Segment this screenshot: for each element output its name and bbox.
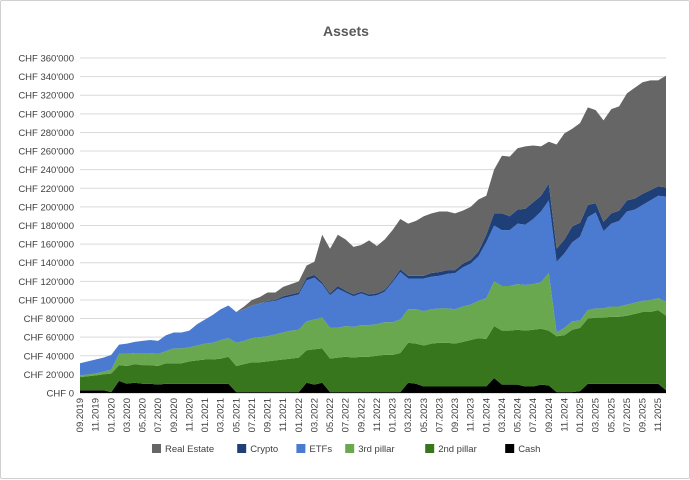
y-tick-label: CHF 0 — [47, 389, 74, 400]
y-axis: CHF 0 CHF 20'000 CHF 40'000 CHF 60'000 CHF 8… — [18, 54, 74, 400]
x-tick-label: 01.2020 — [106, 398, 117, 432]
x-tick-label: 01.2025 — [575, 398, 586, 432]
area-series-group — [80, 75, 666, 393]
area-2nd-pillar — [80, 310, 666, 393]
x-tick-label: 09.2019 — [75, 398, 86, 432]
x-tick-label: 09.2024 — [544, 398, 555, 432]
x-tick-label: 07.2024 — [528, 398, 539, 432]
x-tick-label: 07.2023 — [434, 398, 445, 432]
y-tick-label: CHF 120'000 — [18, 277, 74, 288]
legend-label-crypto: Crypto — [250, 444, 278, 455]
y-tick-label: CHF 260'000 — [18, 147, 74, 158]
y-tick-label: CHF 60'000 — [24, 333, 74, 344]
x-tick-label: 05.2025 — [606, 398, 617, 432]
y-tick-label: CHF 220'000 — [18, 184, 74, 195]
y-tick-label: CHF 80'000 — [24, 314, 74, 325]
x-tick-label: 07.2021 — [247, 398, 258, 432]
y-tick-label: CHF 360'000 — [18, 54, 74, 65]
x-tick-label: 03.2021 — [216, 398, 227, 432]
y-tick-label: CHF 180'000 — [18, 221, 74, 232]
chart-title: Assets — [323, 23, 369, 39]
x-tick-label: 11.2022 — [372, 398, 383, 432]
legend-swatch-real-estate — [152, 444, 161, 453]
legend-label-2nd-pillar: 2nd pillar — [438, 444, 477, 455]
y-tick-label: CHF 140'000 — [18, 258, 74, 269]
legend-swatch-2nd-pillar — [425, 444, 435, 453]
y-tick-label: CHF 240'000 — [18, 165, 74, 176]
y-tick-label: CHF 300'000 — [18, 109, 74, 120]
legend-swatch-etfs — [296, 444, 306, 453]
x-tick-label: 05.2024 — [513, 398, 524, 432]
x-tick-label: 09.2025 — [638, 398, 649, 432]
x-tick-label: 07.2020 — [153, 398, 164, 432]
x-tick-label: 11.2024 — [559, 398, 570, 432]
x-tick-label: 07.2025 — [622, 398, 633, 432]
area-etfs — [80, 195, 666, 376]
legend-swatch-crypto — [237, 444, 247, 453]
x-tick-label: 05.2022 — [325, 398, 336, 432]
y-tick-label: CHF 160'000 — [18, 240, 74, 251]
legend-swatch-3rd-pillar — [345, 444, 355, 453]
x-axis: 09.2019 11.2019 01.2020 03.2020 05.2020 07.20… — [75, 398, 664, 432]
x-tick-label: 09.2020 — [169, 398, 180, 432]
legend-label-real-estate: Real Estate — [165, 444, 214, 455]
x-tick-label: 01.2021 — [200, 398, 211, 432]
y-tick-label: CHF 200'000 — [18, 202, 74, 213]
legend-swatch-cash — [505, 444, 515, 453]
x-tick-label: 05.2021 — [231, 398, 242, 432]
legend-label-etfs: ETFs — [309, 444, 332, 455]
legend-label-cash: Cash — [518, 444, 540, 455]
legend-label-3rd-pillar: 3rd pillar — [358, 444, 394, 455]
legend: Real Estate Crypto ETFs 3rd pillar 2nd pilla… — [152, 444, 540, 455]
x-tick-label: 11.2020 — [184, 398, 195, 432]
x-tick-label: 09.2023 — [450, 398, 461, 432]
y-tick-label: CHF 340'000 — [18, 72, 74, 83]
x-tick-label: 07.2022 — [341, 398, 352, 432]
x-tick-label: 11.2025 — [653, 398, 664, 432]
y-tick-label: CHF 320'000 — [18, 91, 74, 102]
x-tick-label: 11.2019 — [91, 398, 102, 432]
x-tick-label: 09.2021 — [263, 398, 274, 432]
x-tick-label: 05.2020 — [138, 398, 149, 432]
x-tick-label: 03.2022 — [309, 398, 320, 432]
x-tick-label: 03.2023 — [403, 398, 414, 432]
x-tick-label: 05.2023 — [419, 398, 430, 432]
area-3rd-pillar — [80, 272, 666, 378]
y-tick-label: CHF 100'000 — [18, 295, 74, 306]
x-tick-label: 03.2025 — [591, 398, 602, 432]
x-tick-label: 11.2023 — [466, 398, 477, 432]
area-cash — [80, 378, 666, 393]
x-tick-label: 11.2021 — [278, 398, 289, 432]
x-tick-label: 01.2023 — [388, 398, 399, 432]
y-tick-label: CHF 40'000 — [24, 351, 74, 362]
y-tick-label: CHF 280'000 — [18, 128, 74, 139]
y-tick-label: CHF 20'000 — [24, 370, 74, 381]
x-tick-label: 01.2024 — [481, 398, 492, 432]
x-tick-label: 09.2022 — [356, 398, 367, 432]
x-tick-label: 01.2022 — [294, 398, 305, 432]
x-tick-label: 03.2024 — [497, 398, 508, 432]
x-tick-label: 03.2020 — [122, 398, 133, 432]
